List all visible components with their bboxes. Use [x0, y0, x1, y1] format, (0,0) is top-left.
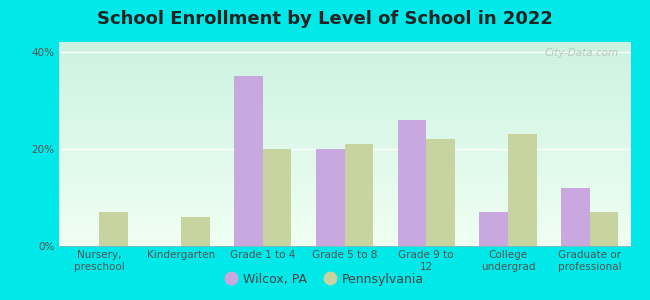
Bar: [561, 188, 590, 246]
Text: City-Data.com: City-Data.com: [545, 48, 619, 58]
Text: School Enrollment by Level of School in 2022: School Enrollment by Level of School in …: [97, 11, 553, 28]
Bar: [234, 76, 263, 246]
Bar: [590, 212, 618, 246]
Bar: [398, 120, 426, 246]
Bar: [263, 149, 291, 246]
Bar: [344, 144, 373, 246]
Legend: Wilcox, PA, Pennsylvania: Wilcox, PA, Pennsylvania: [221, 268, 429, 291]
Bar: [479, 212, 508, 246]
Bar: [508, 134, 536, 246]
Bar: [181, 217, 210, 246]
Bar: [426, 139, 455, 246]
Bar: [316, 149, 344, 246]
Bar: [99, 212, 128, 246]
